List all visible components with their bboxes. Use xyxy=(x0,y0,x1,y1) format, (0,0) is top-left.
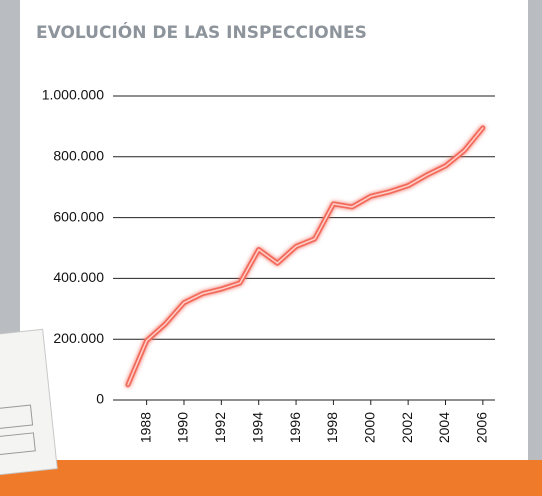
paper-box xyxy=(0,404,34,430)
x-tick-label: 2002 xyxy=(399,412,415,443)
y-tick-label: 1.000.000 xyxy=(42,87,104,103)
x-tick-label: 1996 xyxy=(287,412,303,443)
y-tick-label: 800.000 xyxy=(53,148,104,164)
x-tick-label: 2004 xyxy=(436,412,452,443)
x-tick-label: 2000 xyxy=(361,412,377,443)
line-highlight xyxy=(127,127,484,386)
x-tick-label: 1988 xyxy=(137,412,153,443)
y-tick-label: 400.000 xyxy=(53,269,104,285)
bottom-band xyxy=(0,460,542,496)
x-tick-label: 1990 xyxy=(175,412,191,443)
chart-title: EVOLUCIÓN DE LAS INSPECCIONES xyxy=(36,21,367,43)
document-thumbnail xyxy=(0,328,58,477)
paper xyxy=(0,328,58,477)
y-tick-label: 0 xyxy=(96,391,104,407)
panel xyxy=(20,0,528,460)
x-tick-label: 2006 xyxy=(474,412,490,443)
x-tick-label: 1992 xyxy=(212,412,228,443)
paper-box xyxy=(0,432,36,456)
x-tick-label: 1994 xyxy=(249,412,265,443)
y-tick-label: 200.000 xyxy=(53,330,104,346)
x-tick-label: 1998 xyxy=(324,412,340,443)
y-tick-label: 600.000 xyxy=(53,208,104,224)
